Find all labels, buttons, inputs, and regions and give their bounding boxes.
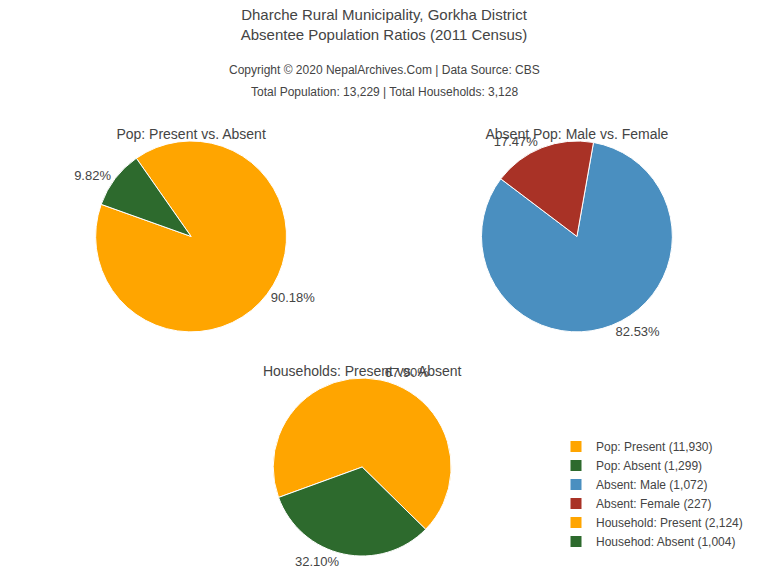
svg-text:Absent Pop: Male vs. Female: Absent Pop: Male vs. Female bbox=[485, 126, 668, 142]
svg-text:9.82%: 9.82% bbox=[74, 168, 111, 183]
svg-text:Dharche Rural Municipality, Go: Dharche Rural Municipality, Gorkha Distr… bbox=[241, 6, 528, 43]
svg-text:Total Population: 13,229 | Tot: Total Population: 13,229 | Total Househo… bbox=[251, 85, 518, 99]
svg-text:Pop: Absent (1,299): Pop: Absent (1,299) bbox=[596, 459, 702, 473]
svg-text:Pop: Present (11,930): Pop: Present (11,930) bbox=[596, 440, 713, 454]
svg-text:Pop: Present vs. Absent: Pop: Present vs. Absent bbox=[116, 126, 266, 142]
svg-text:Household: Present (2,124): Household: Present (2,124) bbox=[596, 516, 743, 530]
svg-text:67.90%: 67.90% bbox=[385, 365, 430, 380]
svg-text:32.10%: 32.10% bbox=[295, 554, 340, 569]
svg-text:90.18%: 90.18% bbox=[271, 290, 316, 305]
svg-text:17.47%: 17.47% bbox=[494, 134, 539, 149]
svg-text:Absent: Male (1,072): Absent: Male (1,072) bbox=[596, 478, 707, 492]
svg-text:Households: Present vs. Absent: Households: Present vs. Absent bbox=[263, 363, 462, 379]
svg-text:Househod: Absent (1,004): Househod: Absent (1,004) bbox=[596, 535, 735, 549]
svg-text:Absent: Female (227): Absent: Female (227) bbox=[596, 497, 711, 511]
svg-text:82.53%: 82.53% bbox=[616, 324, 661, 339]
svg-text:Copyright © 2020 NepalArchives: Copyright © 2020 NepalArchives.Com | Dat… bbox=[229, 63, 540, 77]
